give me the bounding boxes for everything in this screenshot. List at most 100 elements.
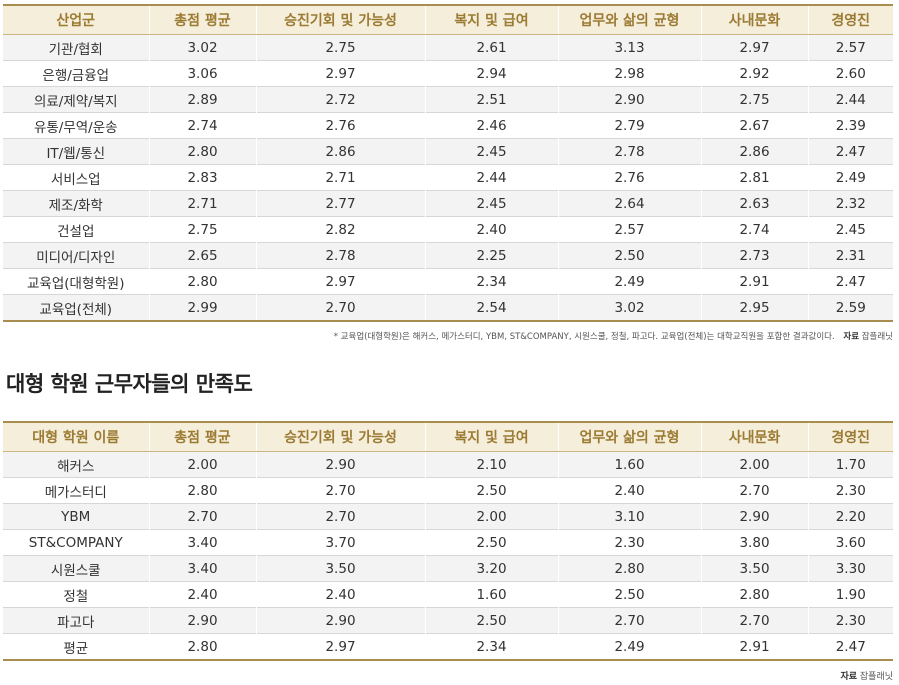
score-cell: 3.06 xyxy=(148,60,256,87)
score-cell: 2.70 xyxy=(700,607,808,634)
score-cell: 2.73 xyxy=(700,242,808,269)
table-row: 미디어/디자인 2.65 2.78 2.25 2.50 2.73 2.31 xyxy=(3,242,893,269)
score-cell: 2.71 xyxy=(255,164,425,191)
score-cell: 2.76 xyxy=(255,112,425,139)
column-header: 업무와 삶의 균형 xyxy=(557,5,701,35)
table-row: 해커스 2.00 2.90 2.10 1.60 2.00 1.70 xyxy=(3,451,893,478)
score-cell: 3.20 xyxy=(424,555,558,582)
score-cell: 2.50 xyxy=(557,581,701,608)
score-cell: 3.10 xyxy=(557,503,701,530)
row-label-cell: 파고다 xyxy=(3,607,149,634)
table-row: 평균 2.80 2.97 2.34 2.49 2.91 2.47 xyxy=(3,633,893,660)
table-header-row: 대형 학원 이름 총점 평균 승진기회 및 가능성 복지 및 급여 업무와 삶의… xyxy=(3,422,893,452)
score-cell: 3.40 xyxy=(148,555,256,582)
column-header: 총점 평균 xyxy=(148,5,256,35)
footnote: * 교육업(대형학원)은 해커스, 메가스터디, YBM, ST&COMPANY… xyxy=(334,330,893,342)
row-label-cell: 해커스 xyxy=(3,451,149,478)
score-cell: 2.45 xyxy=(424,138,558,165)
score-cell: 2.40 xyxy=(148,581,256,608)
score-cell: 2.61 xyxy=(424,34,558,61)
score-cell: 3.50 xyxy=(255,555,425,582)
score-cell: 2.92 xyxy=(700,60,808,87)
row-label-cell: 미디어/디자인 xyxy=(3,242,149,269)
score-cell: 2.45 xyxy=(424,190,558,217)
score-cell: 3.40 xyxy=(148,529,256,556)
table-row: ST&COMPANY 3.40 3.70 2.50 2.30 3.80 3.60 xyxy=(3,529,893,556)
score-cell: 2.31 xyxy=(807,242,893,269)
score-cell: 2.67 xyxy=(700,112,808,139)
score-cell: 2.57 xyxy=(807,34,893,61)
score-cell: 2.72 xyxy=(255,86,425,113)
footnote-text: * 교육업(대형학원)은 해커스, 메가스터디, YBM, ST&COMPANY… xyxy=(333,332,835,342)
score-cell: 3.13 xyxy=(557,34,701,61)
row-label-cell: 교육업(대형학원) xyxy=(3,268,149,295)
score-cell: 2.47 xyxy=(807,633,893,660)
industry-satisfaction-table: 산업군 총점 평균 승진기회 및 가능성 복지 및 급여 업무와 삶의 균형 사… xyxy=(3,4,893,322)
score-cell: 1.70 xyxy=(807,451,893,478)
score-cell: 2.60 xyxy=(807,60,893,87)
score-cell: 2.49 xyxy=(807,164,893,191)
row-label-cell: 건설업 xyxy=(3,216,149,243)
column-header: 대형 학원 이름 xyxy=(3,422,149,452)
score-cell: 1.60 xyxy=(424,581,558,608)
score-cell: 2.79 xyxy=(557,112,701,139)
table-row: 메가스터디 2.80 2.70 2.50 2.40 2.70 2.30 xyxy=(3,477,893,504)
score-cell: 2.97 xyxy=(255,268,425,295)
column-header: 경영진 xyxy=(807,422,893,452)
row-label-cell: 서비스업 xyxy=(3,164,149,191)
score-cell: 2.74 xyxy=(700,216,808,243)
score-cell: 2.40 xyxy=(557,477,701,504)
column-header: 경영진 xyxy=(807,5,893,35)
row-label-cell: IT/웹/통신 xyxy=(3,138,149,165)
score-cell: 2.97 xyxy=(255,60,425,87)
score-cell: 2.70 xyxy=(255,503,425,530)
score-cell: 2.40 xyxy=(255,581,425,608)
table-row: 건설업 2.75 2.82 2.40 2.57 2.74 2.45 xyxy=(3,216,893,243)
score-cell: 2.70 xyxy=(255,477,425,504)
column-header: 산업군 xyxy=(3,5,149,35)
row-label-cell: 교육업(전체) xyxy=(3,294,149,321)
score-cell: 2.90 xyxy=(557,86,701,113)
score-cell: 3.02 xyxy=(557,294,701,321)
score-cell: 2.20 xyxy=(807,503,893,530)
score-cell: 2.70 xyxy=(557,607,701,634)
column-header: 복지 및 급여 xyxy=(424,5,558,35)
score-cell: 2.70 xyxy=(255,294,425,321)
row-label-cell: 시원스쿨 xyxy=(3,555,149,582)
table-row: 교육업(전체) 2.99 2.70 2.54 3.02 2.95 2.59 xyxy=(3,294,893,321)
column-header: 승진기회 및 가능성 xyxy=(255,422,425,452)
row-label-cell: 은행/금융업 xyxy=(3,60,149,87)
table-body: 기관/협회 3.02 2.75 2.61 3.13 2.97 2.57 은행/금융업 3.06 2… xyxy=(3,34,893,321)
score-cell: 2.83 xyxy=(148,164,256,191)
score-cell: 2.00 xyxy=(700,451,808,478)
column-header: 승진기회 및 가능성 xyxy=(255,5,425,35)
score-cell: 2.64 xyxy=(557,190,701,217)
score-cell: 3.50 xyxy=(700,555,808,582)
score-cell: 2.45 xyxy=(807,216,893,243)
score-cell: 2.86 xyxy=(255,138,425,165)
table-row: 기관/협회 3.02 2.75 2.61 3.13 2.97 2.57 xyxy=(3,34,893,61)
score-cell: 2.82 xyxy=(255,216,425,243)
score-cell: 2.32 xyxy=(807,190,893,217)
score-cell: 2.95 xyxy=(700,294,808,321)
score-cell: 3.70 xyxy=(255,529,425,556)
score-cell: 2.80 xyxy=(148,138,256,165)
score-cell: 2.49 xyxy=(557,633,701,660)
score-cell: 2.76 xyxy=(557,164,701,191)
row-label-cell: YBM xyxy=(3,503,149,530)
table-row: 교육업(대형학원) 2.80 2.97 2.34 2.49 2.91 2.47 xyxy=(3,268,893,295)
row-label-cell: 의료/제약/복지 xyxy=(3,86,149,113)
source-label: 자료 xyxy=(840,672,857,682)
score-cell: 2.47 xyxy=(807,268,893,295)
score-cell: 2.86 xyxy=(700,138,808,165)
score-cell: 2.63 xyxy=(700,190,808,217)
row-label-cell: 메가스터디 xyxy=(3,477,149,504)
score-cell: 2.77 xyxy=(255,190,425,217)
score-cell: 2.90 xyxy=(255,607,425,634)
score-cell: 2.50 xyxy=(557,242,701,269)
table-header-row: 산업군 총점 평균 승진기회 및 가능성 복지 및 급여 업무와 삶의 균형 사… xyxy=(3,5,893,35)
table-row: YBM 2.70 2.70 2.00 3.10 2.90 2.20 xyxy=(3,503,893,530)
column-header: 사내문화 xyxy=(700,5,808,35)
table-row: 파고다 2.90 2.90 2.50 2.70 2.70 2.30 xyxy=(3,607,893,634)
score-cell: 3.02 xyxy=(148,34,256,61)
